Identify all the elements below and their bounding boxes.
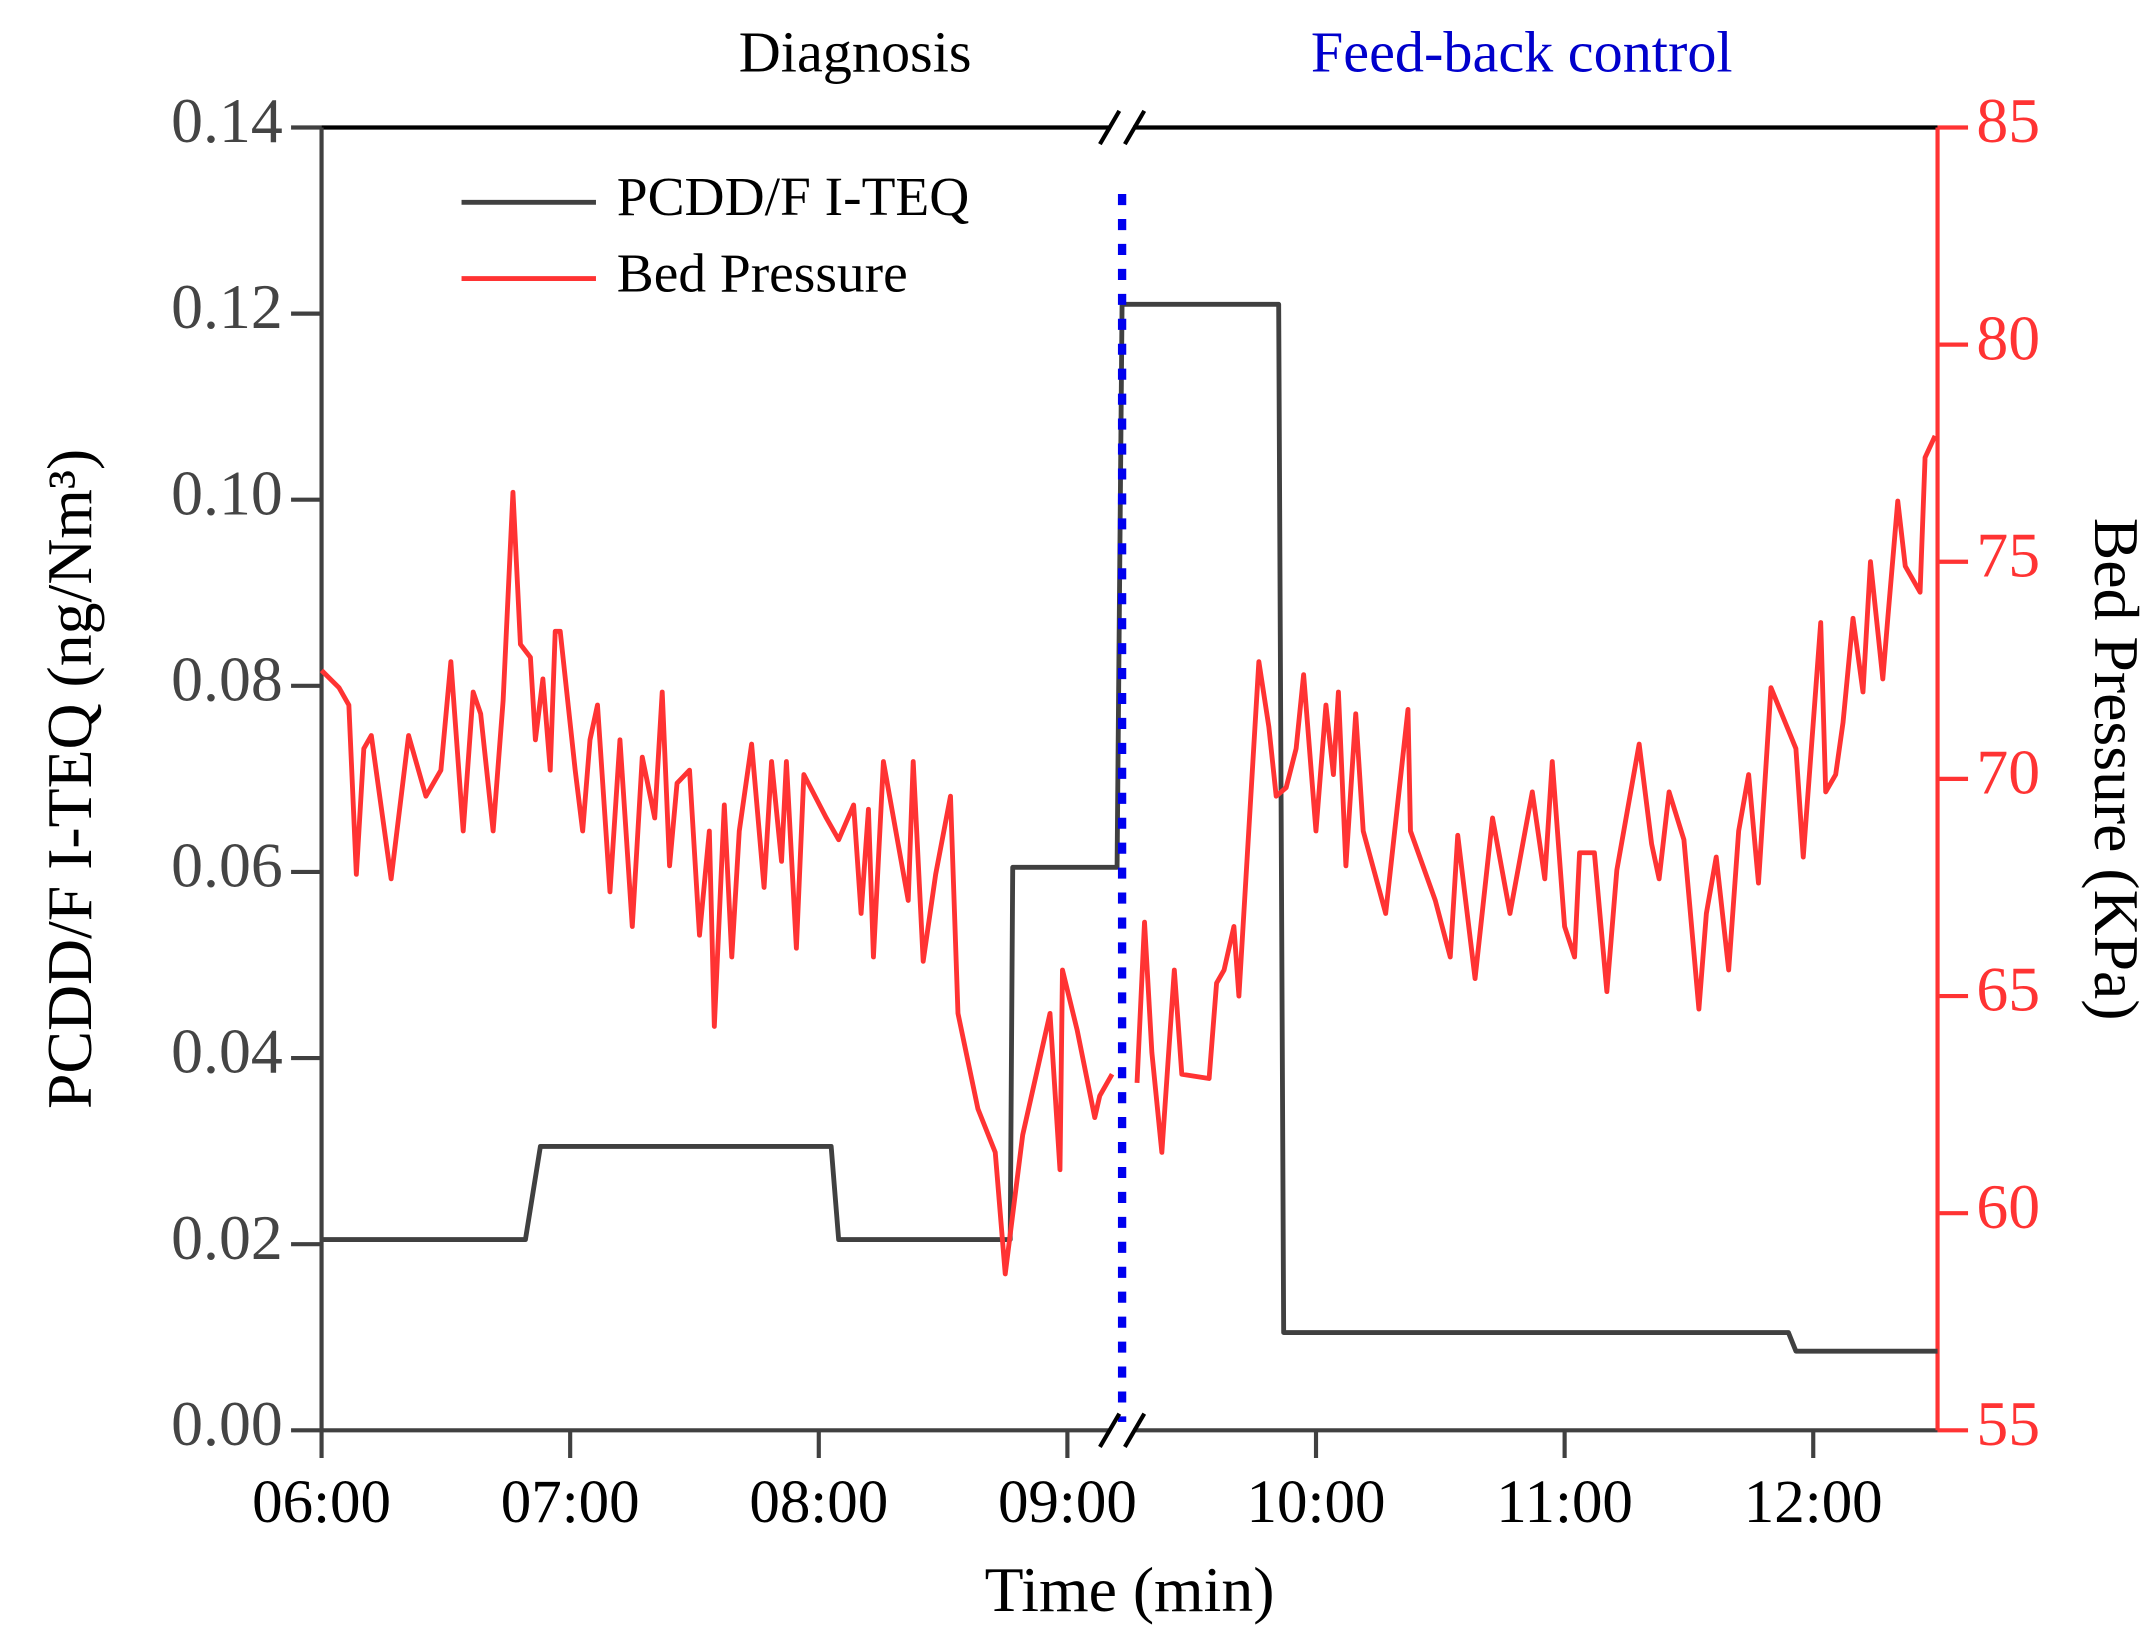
x-tick-label: 12:00 — [1744, 1469, 1883, 1536]
series-line — [319, 434, 1938, 1277]
y2-tick-label: 85 — [1976, 85, 2040, 156]
axis-break — [1123, 109, 1147, 146]
x-tick-label: 11:00 — [1496, 1469, 1633, 1536]
y2-tick-label: 60 — [1976, 1171, 2040, 1242]
annotation: Diagnosis — [739, 20, 972, 85]
y2-axis-title: Bed Pressure (KPa) — [2081, 518, 2151, 1021]
axis-break — [1123, 1412, 1147, 1448]
y2-tick-label: 80 — [1976, 302, 2040, 373]
y2-tick-label: 75 — [1976, 519, 2040, 590]
y-tick-label: 0.08 — [171, 643, 283, 714]
y-axis-title: PCDD/F I-TEQ (ng/Nm³) — [34, 449, 105, 1109]
y-tick-label: 0.04 — [171, 1016, 283, 1087]
y2-tick-label: 55 — [1976, 1388, 2040, 1459]
axis-break-gap — [1111, 1421, 1134, 1439]
y2-tick-label: 65 — [1976, 954, 2040, 1025]
y-tick-label: 0.10 — [171, 457, 283, 528]
y-tick-label: 0.12 — [171, 271, 283, 342]
annotation: Feed-back control — [1311, 20, 1733, 85]
x-tick-label: 07:00 — [501, 1469, 640, 1536]
axis-break-gap — [1111, 119, 1134, 136]
y-tick-label: 0.02 — [171, 1202, 283, 1273]
x-tick-label: 10:00 — [1247, 1469, 1386, 1536]
y-tick-label: 0.14 — [171, 85, 283, 156]
axis-break — [1098, 109, 1122, 146]
y-tick-label: 0.00 — [171, 1388, 283, 1459]
legend-label: PCDD/F I-TEQ — [617, 166, 970, 227]
legend-label: Bed Pressure — [617, 242, 908, 303]
x-tick-label: 08:00 — [749, 1469, 888, 1536]
x-tick-label: 06:00 — [252, 1469, 391, 1536]
series-line — [321, 301, 1938, 1354]
axis-break — [1098, 1412, 1122, 1448]
x-tick-label: 09:00 — [998, 1469, 1137, 1536]
x-axis-title: Time (min) — [985, 1554, 1275, 1625]
y2-tick-label: 70 — [1976, 737, 2040, 808]
y-tick-label: 0.06 — [171, 830, 283, 901]
